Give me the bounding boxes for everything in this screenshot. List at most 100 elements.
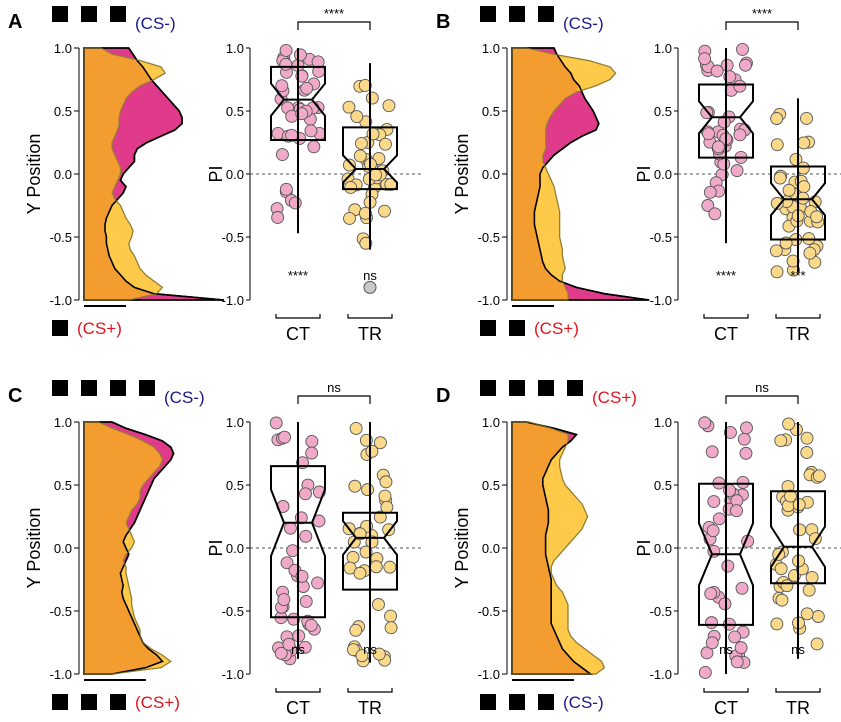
bottom-cs-label: (CS-) — [563, 693, 604, 712]
data-point — [769, 244, 783, 258]
cs-square — [509, 320, 525, 336]
pi-y-tick-label: -0.5 — [222, 230, 244, 245]
cs-square — [538, 380, 554, 396]
notched-box — [770, 490, 826, 585]
category-bracket — [775, 314, 821, 319]
data-point — [775, 593, 789, 607]
cs-square — [538, 694, 554, 710]
data-point — [698, 52, 712, 66]
data-point — [380, 500, 394, 514]
cs-square — [509, 380, 525, 396]
data-point — [805, 571, 819, 584]
data-point — [378, 137, 392, 151]
data-point — [354, 136, 368, 150]
panel-letter: B — [436, 11, 450, 33]
pi-y-tick-label: 0.0 — [654, 167, 672, 182]
top-cs-label: (CS-) — [164, 388, 205, 407]
significance-label: **** — [716, 268, 736, 283]
data-point — [369, 168, 383, 182]
density-y-tick-label: 1.0 — [54, 415, 72, 430]
data-point — [717, 115, 731, 129]
data-point — [311, 576, 325, 590]
data-point — [366, 127, 380, 141]
data-point — [705, 616, 718, 630]
panel-letter: C — [8, 385, 22, 407]
data-point — [379, 475, 393, 489]
data-point — [774, 562, 788, 576]
data-point — [712, 140, 725, 154]
pi-y-axis-label: PI — [206, 539, 226, 556]
significance-label: ns — [363, 642, 377, 657]
data-point — [707, 495, 721, 509]
data-point — [784, 489, 797, 503]
data-point — [739, 446, 753, 460]
data-point — [706, 524, 720, 538]
data-point — [735, 581, 749, 595]
category-bracket — [775, 688, 821, 693]
cs-square — [110, 6, 126, 22]
data-point — [796, 161, 810, 175]
significance-label: ns — [719, 642, 733, 657]
density-y-tick-label: -0.5 — [478, 604, 500, 619]
category-bracket — [275, 688, 321, 693]
category-label: TR — [358, 324, 382, 344]
data-point — [343, 212, 356, 225]
comparison-label: ns — [327, 380, 341, 395]
density-y-axis-label: Y Position — [452, 134, 472, 215]
data-point — [365, 535, 379, 549]
data-point — [373, 510, 387, 524]
data-point — [274, 646, 288, 660]
data-point — [736, 475, 750, 489]
cs-square — [81, 380, 97, 396]
pi-y-tick-label: 1.0 — [654, 415, 672, 430]
data-point — [730, 164, 744, 178]
data-point — [734, 641, 748, 655]
data-point — [350, 110, 364, 123]
data-point — [305, 435, 319, 448]
top-cs-label: (CS-) — [135, 14, 176, 33]
data-point — [803, 246, 817, 260]
data-point — [698, 666, 712, 679]
data-point — [295, 569, 309, 583]
bottom-cs-label: (CS+) — [77, 319, 122, 338]
data-point — [365, 444, 379, 458]
pi-y-tick-label: 0.5 — [226, 104, 244, 119]
data-point — [797, 180, 811, 194]
pi-y-axis-label: PI — [206, 165, 226, 182]
data-point — [293, 48, 307, 62]
category-bracket — [703, 314, 749, 319]
cs-square — [81, 694, 97, 710]
density-y-tick-label: 1.0 — [482, 415, 500, 430]
data-point — [275, 148, 289, 162]
data-point — [378, 489, 392, 503]
density-y-tick-label: 0.5 — [482, 478, 500, 493]
data-point — [800, 111, 813, 125]
data-point — [733, 79, 747, 93]
data-point — [287, 612, 301, 626]
data-point — [349, 421, 363, 435]
data-point — [275, 79, 289, 93]
density-overlap-area — [84, 422, 163, 674]
density-overlap-area — [512, 48, 580, 300]
data-point — [774, 434, 788, 448]
density-y-axis-label: Y Position — [24, 508, 44, 589]
comparison-bracket — [725, 21, 799, 30]
cs-square — [52, 380, 68, 396]
data-point — [299, 529, 313, 543]
data-point — [708, 207, 722, 221]
data-point — [378, 204, 391, 218]
significance-label: **** — [288, 268, 308, 283]
data-point — [373, 436, 387, 450]
category-label: CT — [714, 698, 738, 718]
data-point — [702, 127, 715, 141]
data-point — [304, 618, 318, 632]
data-point — [358, 206, 372, 220]
data-point — [780, 579, 794, 593]
density-y-tick-label: 0.0 — [54, 167, 72, 182]
cs-square — [110, 694, 126, 710]
data-point — [384, 621, 398, 635]
notched-box — [270, 465, 326, 619]
data-point — [353, 566, 367, 580]
data-point — [698, 416, 712, 430]
cs-square — [139, 380, 155, 396]
